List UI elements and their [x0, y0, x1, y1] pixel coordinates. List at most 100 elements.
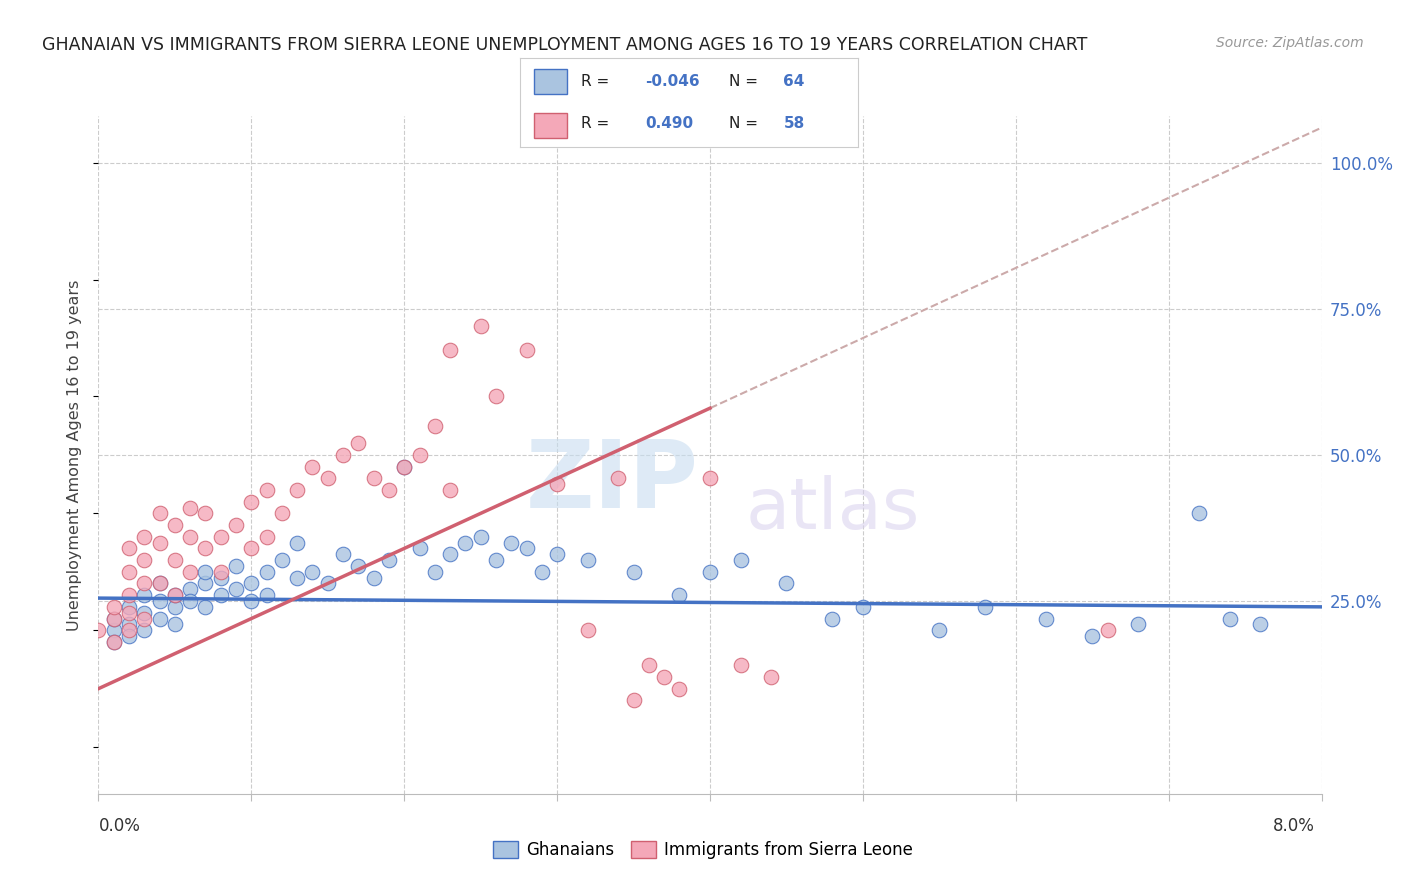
Point	[408, 541, 430, 556]
Point	[1081, 629, 1104, 643]
Point	[668, 681, 690, 696]
Text: 64: 64	[783, 74, 804, 88]
Point	[652, 670, 675, 684]
Point	[470, 530, 492, 544]
Point	[240, 594, 263, 608]
Point	[194, 576, 217, 591]
Point	[134, 624, 156, 638]
Point	[332, 448, 354, 462]
Point	[1097, 624, 1119, 638]
Point	[668, 588, 690, 602]
Point	[1249, 617, 1271, 632]
Point	[301, 565, 323, 579]
Point	[134, 611, 156, 625]
Point	[576, 553, 599, 567]
Point	[546, 477, 568, 491]
Point	[485, 553, 508, 567]
Point	[163, 599, 186, 614]
Y-axis label: Unemployment Among Ages 16 to 19 years: Unemployment Among Ages 16 to 19 years	[67, 279, 83, 631]
Point	[225, 582, 247, 597]
Point	[821, 611, 844, 625]
Text: N =: N =	[730, 117, 758, 131]
Point	[256, 530, 278, 544]
Point	[392, 459, 416, 474]
Text: 58: 58	[783, 117, 804, 131]
Point	[439, 547, 461, 561]
Point	[439, 483, 461, 497]
Text: Source: ZipAtlas.com: Source: ZipAtlas.com	[1216, 36, 1364, 50]
Point	[179, 594, 201, 608]
Point	[103, 635, 125, 649]
Point	[730, 658, 752, 673]
Point	[1188, 507, 1211, 521]
Text: GHANAIAN VS IMMIGRANTS FROM SIERRA LEONE UNEMPLOYMENT AMONG AGES 16 TO 19 YEARS : GHANAIAN VS IMMIGRANTS FROM SIERRA LEONE…	[42, 36, 1088, 54]
Point	[118, 565, 141, 579]
Point	[225, 558, 247, 573]
Text: atlas: atlas	[745, 475, 920, 543]
Point	[163, 617, 186, 632]
Point	[240, 494, 263, 508]
Point	[194, 599, 217, 614]
Point	[179, 500, 201, 515]
Point	[285, 571, 308, 585]
Point	[285, 535, 308, 549]
Point	[301, 459, 323, 474]
Point	[163, 553, 186, 567]
Point	[256, 565, 278, 579]
Point	[118, 599, 141, 614]
Point	[149, 507, 172, 521]
Point	[163, 588, 186, 602]
Point	[118, 541, 141, 556]
Text: N =: N =	[730, 74, 758, 88]
Point	[378, 553, 401, 567]
Point	[240, 576, 263, 591]
Point	[209, 530, 232, 544]
Point	[576, 624, 599, 638]
Point	[730, 553, 752, 567]
Text: ZIP: ZIP	[526, 436, 699, 528]
Point	[270, 553, 294, 567]
Point	[118, 588, 141, 602]
FancyBboxPatch shape	[534, 113, 568, 138]
Point	[103, 624, 125, 638]
Point	[316, 471, 339, 485]
Text: R =: R =	[581, 117, 609, 131]
Text: 0.0%: 0.0%	[98, 817, 141, 835]
Point	[149, 611, 172, 625]
Point	[439, 343, 461, 357]
Point	[87, 624, 110, 638]
Point	[1128, 617, 1150, 632]
Point	[607, 471, 630, 485]
Point	[423, 565, 446, 579]
Point	[332, 547, 354, 561]
Point	[134, 553, 156, 567]
Point	[516, 343, 538, 357]
Point	[103, 635, 125, 649]
Point	[623, 565, 645, 579]
Point	[179, 582, 201, 597]
Point	[103, 599, 125, 614]
Point	[316, 576, 339, 591]
Point	[149, 535, 172, 549]
Point	[256, 588, 278, 602]
Point	[194, 507, 217, 521]
Point	[134, 530, 156, 544]
Point	[118, 629, 141, 643]
Point	[378, 483, 401, 497]
Point	[134, 606, 156, 620]
Point	[852, 599, 875, 614]
Point	[225, 518, 247, 533]
Point	[194, 565, 217, 579]
Point	[408, 448, 430, 462]
Point	[974, 599, 997, 614]
Point	[179, 565, 201, 579]
Point	[485, 389, 508, 403]
Point	[270, 507, 294, 521]
Point	[118, 624, 141, 638]
Point	[699, 471, 721, 485]
Point	[1035, 611, 1057, 625]
Legend: Ghanaians, Immigrants from Sierra Leone: Ghanaians, Immigrants from Sierra Leone	[486, 834, 920, 866]
Point	[163, 518, 186, 533]
Point	[149, 576, 172, 591]
Point	[163, 588, 186, 602]
